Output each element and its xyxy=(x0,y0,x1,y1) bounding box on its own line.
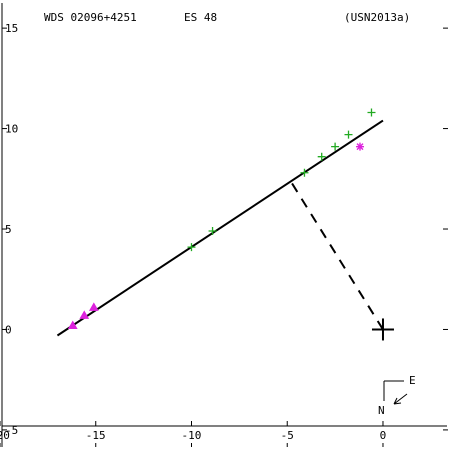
x-tick-label: -15 xyxy=(86,429,106,442)
y-tick-label: -5 xyxy=(5,424,18,437)
x-tick-label: -10 xyxy=(182,429,202,442)
compass-east-label: E xyxy=(409,374,416,387)
orbit-fit-line xyxy=(56,119,384,337)
discoverer-label: ES 48 xyxy=(184,11,217,24)
compass-north-label: N xyxy=(378,404,385,417)
y-tick-label: 10 xyxy=(5,123,18,136)
data-point-plus xyxy=(208,227,217,236)
data-point-plus xyxy=(187,243,196,252)
x-tick-label: -20 xyxy=(0,429,10,442)
y-tick-label: 5 xyxy=(5,223,12,236)
x-tick-label: -5 xyxy=(281,429,294,442)
y-tick-label: 0 xyxy=(5,323,12,336)
data-point-plus xyxy=(317,152,326,161)
data-point-triangle xyxy=(88,302,99,311)
data-point-triangle xyxy=(79,310,90,319)
periastron-dashed-line xyxy=(288,178,384,330)
motion-direction-arrow-icon xyxy=(393,393,408,405)
data-point-plus xyxy=(300,168,309,177)
data-point-plus xyxy=(344,130,353,139)
data-point-plus xyxy=(331,142,340,151)
y-tick-label: 15 xyxy=(5,22,18,35)
plot-area: -5 0 5 10 15 -20 -15 -10 -5 0 E N xyxy=(0,3,448,447)
data-point-triangle xyxy=(67,320,78,329)
orbit-reference-label: (USN2013a) xyxy=(344,11,410,24)
x-tick-label: 0 xyxy=(380,429,387,442)
wds-id-label: WDS 02096+4251 xyxy=(44,11,137,24)
data-point-asterisk xyxy=(356,142,364,151)
data-point-plus xyxy=(367,108,376,117)
